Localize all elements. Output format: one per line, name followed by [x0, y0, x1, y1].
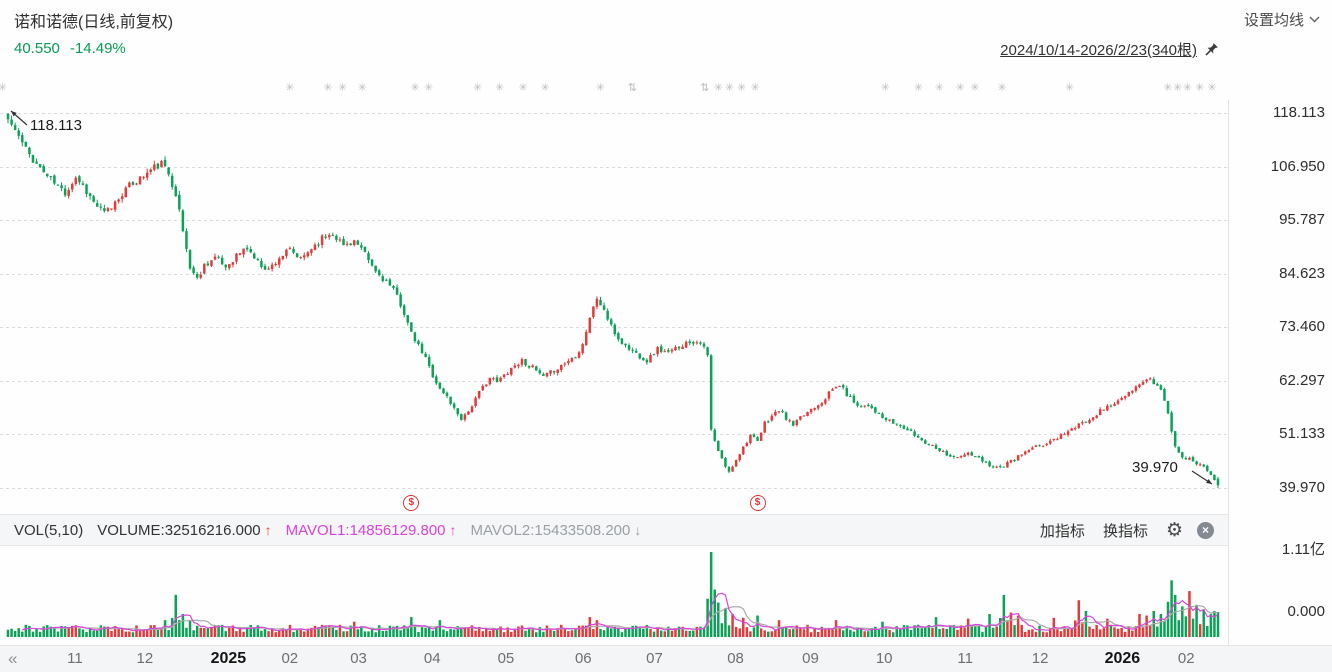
quote: 40.550 -14.49%	[14, 40, 126, 57]
ma-settings-button[interactable]: 设置均线	[1244, 9, 1320, 30]
price-axis-label: 73.460	[1279, 318, 1325, 336]
event-marker-icon: ✳	[595, 82, 606, 94]
close-icon[interactable]: ×	[1197, 521, 1214, 539]
event-marker-icon: ✳	[713, 82, 723, 94]
volume-indicator-bar: VOL(5,10) VOLUME:32516216.000 ↑ MAVOL1:1…	[0, 514, 1228, 546]
price-axis-label: 62.297	[1279, 371, 1325, 389]
chevron-down-icon	[1309, 16, 1320, 23]
event-marker-icon: ✳	[750, 82, 760, 94]
vol-params-label: VOL(5,10)	[14, 521, 84, 539]
time-axis-month-label: 02	[281, 650, 299, 667]
time-axis-month-label: 07	[646, 650, 663, 667]
mavol2-value: MAVOL2:15433508.200	[470, 521, 631, 539]
time-axis-month-label: 10	[875, 650, 893, 667]
event-marker-icon: ✳	[0, 82, 8, 94]
volume-up-arrow-icon: ↑	[264, 522, 272, 538]
time-axis-month-label: 02	[1177, 650, 1195, 667]
event-marker-row: ✳ ✳ ✳ ✳ ✳ ✳ ✳ ✳ ✳ ✳ ✳ ✳ ⇅ ⇅ ✳ ✳ ✳ ✳ ✳ ✳ ✳ ✳ ✳ ✳ ✳ ✳ ✳ ✳ ✳ ✳	[0, 80, 1228, 96]
event-marker-icon: ⇅	[627, 82, 638, 94]
price-change: -14.49%	[69, 40, 126, 57]
event-marker-icon: ✳	[540, 82, 550, 94]
switch-indicator-button[interactable]: 换指标	[1102, 522, 1148, 540]
volume-axis-max: 1.11亿	[1281, 541, 1325, 558]
event-marker-icon: ✳	[285, 82, 295, 94]
event-marker-icon: ✳	[473, 82, 483, 94]
dividend-marker[interactable]: $	[749, 495, 766, 511]
low-price-annotation: 39.970	[1132, 459, 1178, 476]
event-marker-icon: ✳	[495, 82, 505, 94]
time-axis-month-label: 12	[136, 650, 154, 667]
time-axis-month-label: 11	[67, 650, 83, 667]
last-price: 40.550	[14, 40, 60, 57]
time-axis-month-label: 11	[957, 650, 973, 667]
event-marker-icon: ✳	[724, 82, 735, 94]
event-marker-icon: ✳	[997, 82, 1007, 94]
price-axis-label: 84.623	[1279, 264, 1325, 282]
pin-icon[interactable]	[1203, 41, 1220, 58]
date-range-link[interactable]: 2024/10/14-2026/2/23(340根)	[1000, 42, 1197, 59]
mavol2-down-arrow-icon: ↓	[634, 522, 642, 538]
mavol1-value: MAVOL1:14856129.800	[285, 521, 446, 539]
ma-settings-label: 设置均线	[1243, 12, 1304, 29]
event-marker-icon: ✳	[323, 82, 333, 94]
event-marker-icon: ✳	[737, 82, 747, 94]
event-marker-icon: ✳	[423, 82, 434, 94]
price-axis-label: 106.950	[1270, 157, 1325, 175]
high-price-annotation: 118.113	[30, 117, 82, 134]
time-axis-month-label: 08	[727, 650, 744, 667]
price-axis-label: 39.970	[1279, 479, 1325, 496]
event-marker-icon: ✳	[1163, 82, 1173, 94]
gear-icon[interactable]: ⚙	[1165, 519, 1183, 541]
time-axis-month-label: 04	[423, 650, 441, 667]
time-axis-month-label: 03	[350, 650, 367, 667]
dividend-marker[interactable]: $	[403, 495, 420, 511]
add-indicator-button[interactable]: 加指标	[1039, 522, 1085, 540]
time-axis-month-label: 05	[497, 650, 515, 667]
event-marker-icon: ✳	[338, 82, 348, 94]
event-marker-icon: ✳	[934, 82, 945, 94]
event-marker-icon: ✳	[357, 82, 367, 94]
event-marker-icon: ✳	[955, 82, 965, 94]
volume-value: VOLUME:32516216.000	[97, 521, 261, 539]
time-axis: « 11 12 2025 02 03 04 05 06 07 08 09 10 11 12 2026 02	[0, 645, 1332, 672]
event-marker-icon: ✳	[1064, 82, 1075, 94]
event-marker-icon: ✳	[970, 82, 980, 94]
time-axis-month-label: 12	[1031, 650, 1049, 667]
candlestick-volume-canvas[interactable]	[0, 100, 1228, 640]
volume-axis-min: 0.000	[1287, 603, 1325, 620]
time-axis-month-label: 09	[802, 650, 819, 667]
event-marker-icon: ✳	[880, 82, 890, 94]
mavol1-up-arrow-icon: ↑	[449, 522, 457, 538]
time-axis-year-label: 2026	[1104, 650, 1141, 667]
event-marker-icon: ✳	[913, 82, 924, 94]
event-marker-icon: ✳	[410, 82, 420, 94]
time-axis-month-label: 06	[574, 650, 592, 667]
page-title: 诺和诺德(日线,前复权)	[14, 14, 174, 31]
price-axis-label: 95.787	[1279, 211, 1325, 229]
price-axis: 118.113 106.950 95.787 84.623 73.460 62.297 51…	[1228, 100, 1332, 672]
scroll-left-button[interactable]: «	[8, 649, 18, 668]
event-marker-icon: ✳	[1182, 82, 1193, 94]
time-axis-year-label: 2025	[210, 650, 247, 667]
event-marker-icon: ✳	[1195, 82, 1205, 94]
event-marker-icon: ✳	[1207, 82, 1217, 94]
event-marker-icon: ⇅	[700, 82, 710, 94]
event-marker-icon: ✳	[1173, 82, 1183, 94]
price-axis-label: 51.133	[1279, 425, 1325, 443]
price-axis-label: 118.113	[1273, 104, 1325, 121]
event-marker-icon: ✳	[518, 82, 528, 94]
